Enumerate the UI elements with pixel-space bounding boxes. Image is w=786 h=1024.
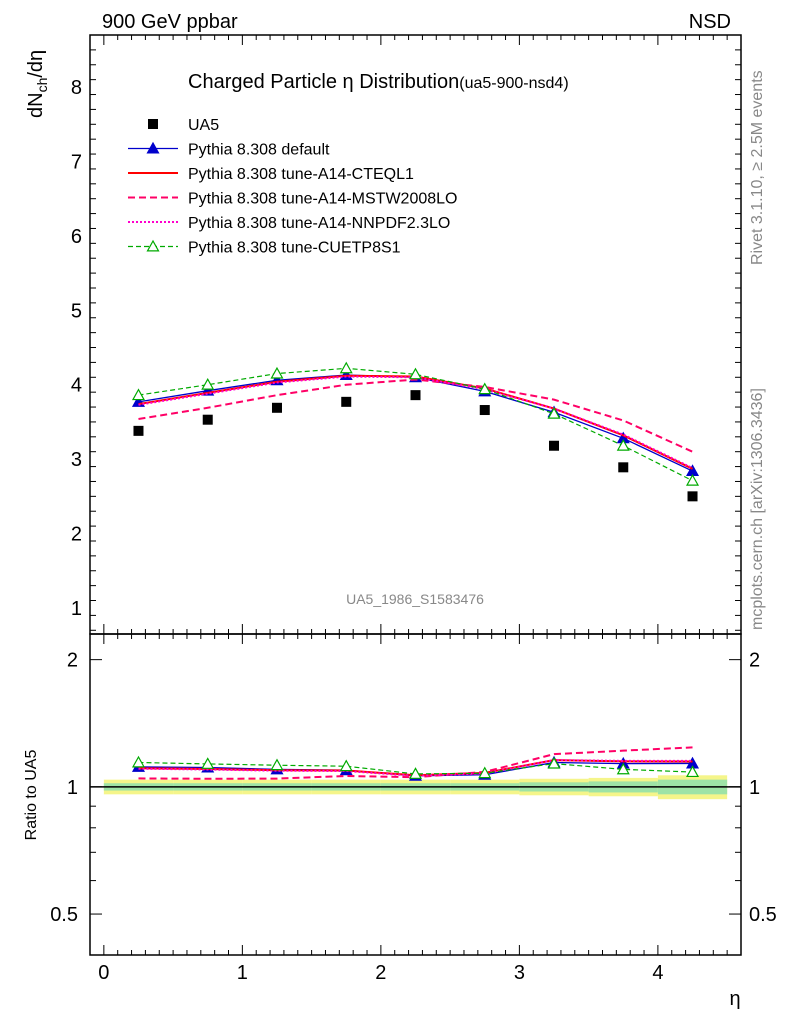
ratio-series-4-point: [686, 765, 700, 778]
legend-marker-data: [148, 119, 158, 129]
main-y-tick-label: 7: [71, 151, 82, 173]
ratio-series-4-point: [270, 758, 284, 771]
x-axis-label: η: [729, 988, 740, 1010]
ratio-series-line-4: [138, 761, 693, 775]
ratio-series-4-point: [478, 766, 492, 779]
energy-label: 900 GeV ppbar: [102, 11, 238, 33]
ratio-ylabel: Ratio to UA5: [23, 750, 40, 841]
main-y-tick-label: 1: [71, 598, 82, 620]
main-y-tick-label: 4: [71, 375, 82, 397]
legend-label: Pythia 8.308 tune-A14-CTEQL1: [188, 166, 414, 183]
main-series-5-point: [339, 361, 353, 374]
main-series-line-1: [138, 374, 693, 472]
main-ylabel: dNch/dη: [25, 50, 50, 118]
ratio-y-tick-label-left: 2: [67, 650, 78, 672]
main-series-5-point: [131, 388, 145, 401]
ratio-y-tick-label-left: 0.5: [50, 904, 78, 926]
main-data-point: [479, 405, 490, 416]
legend-marker: [146, 141, 160, 154]
ratio-series-4-point: [616, 762, 630, 775]
main-series-5-point: [478, 382, 492, 395]
ratio-y-tick-label-right: 0.5: [749, 904, 777, 926]
main-series-line-4: [138, 375, 693, 469]
ratio-series-4-point: [408, 767, 423, 779]
main-y-tick-label: 6: [71, 226, 82, 248]
ratio-series-4-point: [339, 759, 353, 772]
ratio-y-tick-label-left: 1: [67, 777, 78, 799]
rivet-label: Rivet 3.1.10, ≥ 2.5M events: [749, 70, 766, 265]
ratio-plot-frame: [89, 633, 742, 956]
legend-label: Pythia 8.308 tune-A14-NNPDF2.3LO: [188, 215, 450, 232]
x-tick-label: 3: [514, 962, 525, 984]
main-y-tick-label: 8: [71, 77, 82, 99]
main-series-5-point: [201, 377, 215, 390]
ratio-y-tick-label-right: 2: [749, 650, 760, 672]
x-tick-label: 0: [98, 962, 109, 984]
plot-title-main: Charged Particle η Distribution: [188, 71, 459, 93]
main-data-point: [202, 414, 213, 425]
analysis-watermark: UA5_1986_S1583476: [346, 591, 484, 607]
main-ylabel-sub: ch: [34, 78, 50, 93]
main-data-point: [341, 396, 352, 407]
legend-label: Pythia 8.308 tune-CUETP8S1: [188, 240, 401, 257]
main-data-point: [410, 390, 421, 401]
legend-marker: [146, 239, 160, 252]
mcplots-label: mcplots.cern.ch [arXiv:1306.3436]: [749, 388, 766, 630]
main-series-5-point: [270, 366, 284, 379]
main-series-line-3: [138, 378, 693, 453]
main-series-5-point: [686, 473, 700, 486]
x-tick-label: 4: [652, 962, 663, 984]
main-data-point: [618, 462, 629, 473]
main-series-line-5: [138, 367, 693, 482]
main-series-line-2: [138, 374, 693, 470]
main-data-point: [687, 491, 698, 502]
main-series-5-point: [547, 407, 561, 419]
main-data-point: [549, 440, 560, 451]
main-series-5-point: [408, 367, 423, 380]
plot-title-sub: (ua5-900-nsd4): [459, 75, 568, 92]
legend-label: Pythia 8.308 tune-A14-MSTW2008LO: [188, 191, 457, 208]
main-data-point: [133, 425, 144, 436]
ratio-series-4-point: [131, 755, 145, 768]
main-series-5-point: [616, 439, 630, 451]
plot-layer: 0 1 2 3 4 1 2 3 4 5 6 7 8 0.5 0.5 1 1 2 2 UA5 Pythia 8.308 d…: [50, 34, 777, 984]
main-y-tick-label: 3: [71, 449, 82, 471]
ratio-y-tick-label-right: 1: [749, 777, 760, 799]
legend-label: UA5: [188, 117, 219, 134]
x-tick-label: 1: [237, 962, 248, 984]
main-data-point: [271, 402, 282, 413]
ratio-series-4-point: [547, 756, 561, 769]
x-tick-label: 2: [375, 962, 386, 984]
process-label: NSD: [689, 11, 731, 33]
plot-title: Charged Particle η Distribution(ua5-900-…: [188, 71, 569, 93]
main-ylabel-rest: /dη: [25, 50, 47, 78]
legend-label: Pythia 8.308 default: [188, 142, 330, 159]
main-y-tick-label: 5: [71, 300, 82, 322]
ratio-series-4-point: [201, 757, 215, 769]
main-y-tick-label: 2: [71, 524, 82, 546]
